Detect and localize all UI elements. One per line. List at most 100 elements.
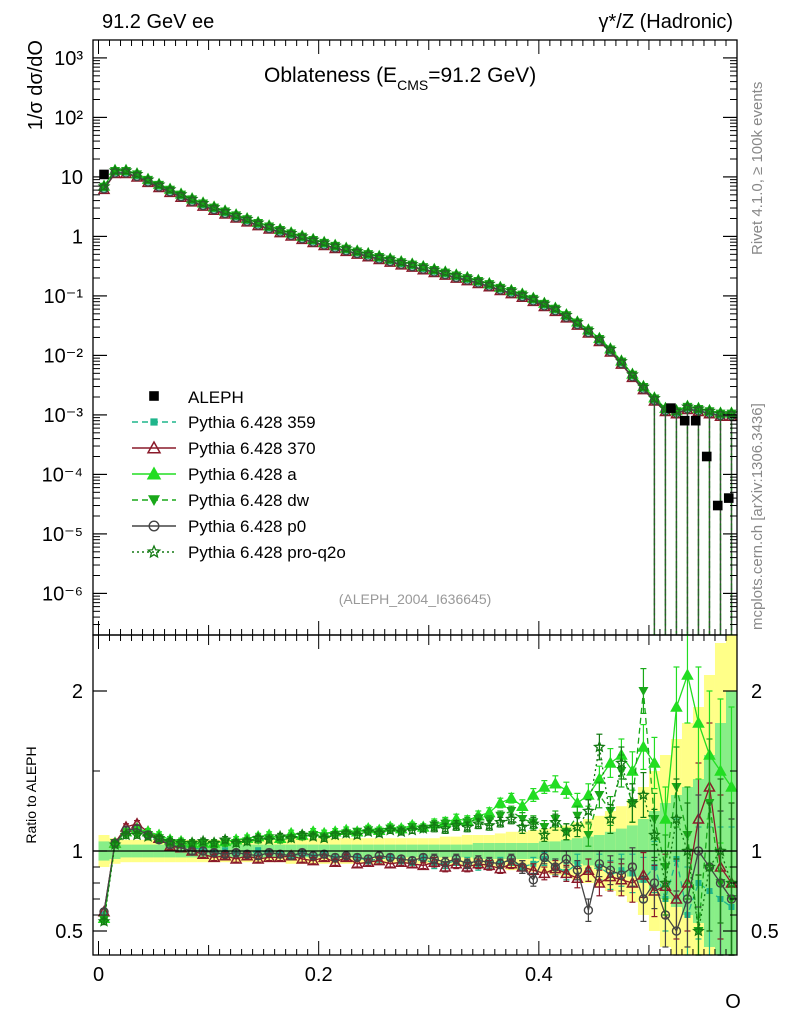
ratio-marker <box>218 833 232 846</box>
main-series-marker <box>198 200 208 211</box>
legend-label: Pythia 6.428 dw <box>188 491 310 510</box>
ratio-marker <box>427 820 441 833</box>
main-ytick-label: 10⁻¹ <box>44 286 84 308</box>
ratio-marker <box>438 821 452 834</box>
main-series-marker <box>394 255 408 268</box>
ratio-marker <box>516 799 529 811</box>
main-series-marker <box>196 196 210 209</box>
main-series-marker <box>143 177 153 187</box>
ratio-marker <box>560 866 573 879</box>
main-series-marker <box>165 187 175 197</box>
legend-label: Pythia 6.428 370 <box>188 439 316 458</box>
main-series-marker <box>295 229 309 242</box>
ratio-marker <box>583 905 594 915</box>
ratio-marker <box>484 857 495 867</box>
main-series-marker <box>275 227 285 237</box>
main-series-marker <box>97 179 111 192</box>
ratio-ylabel: Ratio to ALEPH <box>23 746 39 843</box>
ratio-marker <box>626 876 639 888</box>
ratio-marker <box>306 854 320 866</box>
ratio-marker <box>561 854 572 864</box>
ratio-marker <box>572 865 583 875</box>
analysis-tag: (ALEPH_2004_I636645) <box>339 591 492 607</box>
main-series-marker <box>725 406 738 419</box>
ratio-marker <box>317 831 331 844</box>
main-series-marker <box>251 216 265 229</box>
ratio-marker <box>572 811 583 821</box>
main-series-marker <box>429 267 439 277</box>
main-series-marker <box>209 204 219 215</box>
main-series-marker <box>350 244 364 257</box>
chart-title-main: Oblateness (E <box>264 64 397 87</box>
aleph-data-point <box>723 493 734 503</box>
ratio-marker <box>209 847 219 858</box>
ratio-marker <box>264 847 274 858</box>
ratio-marker <box>97 914 111 927</box>
main-series-marker <box>207 200 221 213</box>
ratio-marker <box>451 854 461 864</box>
ratio-marker <box>240 834 254 847</box>
ratio-marker <box>583 831 594 840</box>
main-series-marker <box>627 372 638 382</box>
main-ylabel: 1/σ dσ/dO <box>25 40 47 130</box>
main-series-marker <box>416 260 430 273</box>
ratio-series-line <box>103 690 733 932</box>
ratio-marker <box>405 823 419 836</box>
ratio-marker <box>594 791 605 800</box>
ratio-marker <box>627 862 638 872</box>
ratio-marker <box>119 828 133 841</box>
main-series-marker <box>615 354 628 367</box>
main-series-marker <box>119 163 133 177</box>
ratio-marker <box>306 829 320 842</box>
main-series-marker <box>163 182 177 195</box>
ratio-marker <box>549 777 562 789</box>
ratio-marker <box>328 855 342 867</box>
ratio-marker <box>460 820 474 833</box>
ratio-marker <box>626 796 639 809</box>
ratio-marker <box>130 828 144 841</box>
ratio-marker <box>537 828 551 841</box>
main-series-marker <box>273 223 287 236</box>
main-series-marker <box>515 287 529 300</box>
main-series-marker <box>471 273 485 287</box>
ratio-xlabel: O <box>725 991 741 1013</box>
ratio-marker <box>449 818 463 831</box>
ratio-marker <box>339 850 353 863</box>
main-series-marker <box>548 301 562 314</box>
main-series-marker <box>418 264 428 274</box>
ratio-marker <box>671 926 682 936</box>
legend-label: Pythia 6.428 359 <box>188 413 316 432</box>
ratio-marker <box>231 847 241 858</box>
ratio-marker <box>374 851 384 861</box>
aleph-data-point <box>712 500 723 511</box>
main-series-marker <box>297 234 307 244</box>
main-series-marker <box>648 391 661 404</box>
aleph-data-point <box>666 403 676 413</box>
main-series-marker <box>484 281 495 291</box>
main-series-marker <box>284 226 298 239</box>
ratio-xtick-label: 0 <box>93 964 104 986</box>
legend-label: Pythia 6.428 a <box>188 465 297 484</box>
ratio-ytick-label-right: 2 <box>751 681 762 703</box>
main-series-marker <box>152 177 166 191</box>
main-series-marker <box>319 240 329 250</box>
ratio-marker <box>517 862 528 872</box>
ratio-marker <box>394 825 408 838</box>
ratio-marker <box>341 851 351 861</box>
ratio-series-line <box>103 746 733 932</box>
legend-marker <box>150 418 158 426</box>
ratio-marker <box>440 857 450 867</box>
main-series-marker <box>110 168 120 178</box>
main-series-marker <box>396 259 406 270</box>
ratio-marker <box>352 852 362 863</box>
ratio-marker <box>361 825 375 838</box>
main-series-marker <box>317 235 331 249</box>
ratio-marker <box>604 756 617 768</box>
ratio-marker <box>152 831 166 844</box>
ratio-marker <box>593 876 606 888</box>
ratio-marker <box>527 788 540 800</box>
ratio-marker <box>462 859 472 869</box>
ratio-marker <box>284 831 298 844</box>
ratio-marker <box>471 817 485 830</box>
ratio-ytick-label: 0.5 <box>55 921 83 943</box>
